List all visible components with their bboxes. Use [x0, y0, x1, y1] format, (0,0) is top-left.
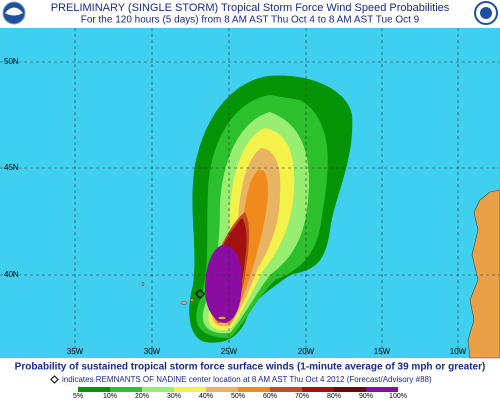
footer-caption: Probability of sustained tropical storm …	[15, 362, 486, 373]
header-title: PRELIMINARY (SINGLE STORM) Tropical Stor…	[51, 2, 450, 14]
lon-label: 15W	[374, 347, 391, 356]
footer-note: indicates REMNANTS OF NADINE center loca…	[62, 375, 432, 384]
title-main: Tropical Storm Force Wind Speed Probabil…	[221, 2, 450, 14]
noaa-logo	[2, 1, 26, 25]
legend-label: 30%	[167, 393, 181, 400]
diamond-icon	[50, 375, 59, 384]
title-prefix: PRELIMINARY (SINGLE STORM)	[51, 2, 218, 14]
lon-label: 25W	[221, 347, 238, 356]
legend-label: 10%	[103, 393, 117, 400]
lon-label: 30W	[144, 347, 161, 356]
storm-center	[194, 288, 206, 300]
legend-swatch	[206, 387, 238, 392]
legend-swatch	[270, 387, 302, 392]
lon-label: 20W	[298, 347, 315, 356]
land-iberia	[467, 189, 500, 359]
legend-swatch	[238, 387, 270, 392]
lon-label: 35W	[67, 347, 84, 356]
legend-swatch	[302, 387, 334, 392]
lat-label: 40N	[4, 270, 19, 279]
map: 50N 45N 40N 35W 30W 25W 20W 15W 10W	[0, 28, 500, 359]
legend-label: 40%	[199, 393, 213, 400]
legend-label: 50%	[231, 393, 245, 400]
legend-swatch	[78, 387, 110, 392]
legend-label: 5%	[73, 393, 83, 400]
legend-label: 80%	[327, 393, 341, 400]
legend-swatch	[174, 387, 206, 392]
lon-label: 10W	[450, 347, 467, 356]
header-subtitle: For the 120 hours (5 days) from 8 AM AST…	[81, 15, 420, 26]
legend-label: 70%	[295, 393, 309, 400]
nws-logo	[474, 1, 498, 25]
legend-swatch	[334, 387, 366, 392]
lat-label: 45N	[4, 163, 19, 172]
azores	[141, 281, 227, 320]
legend-label: 90%	[359, 393, 373, 400]
legend-swatch	[142, 387, 174, 392]
legend-label: 100%	[389, 393, 407, 400]
legend-swatch	[366, 387, 398, 392]
legend-label: 60%	[263, 393, 277, 400]
prob-90	[205, 245, 242, 323]
lat-label: 50N	[4, 57, 19, 66]
legend-swatch	[110, 387, 142, 392]
legend: 5% 10% 20% 30% 40% 50% 60% 70% 80% 90% 100%	[73, 387, 407, 400]
graticule: 50N 45N 40N 35W 30W 25W 20W 15W 10W	[0, 28, 500, 358]
legend-label: 20%	[135, 393, 149, 400]
